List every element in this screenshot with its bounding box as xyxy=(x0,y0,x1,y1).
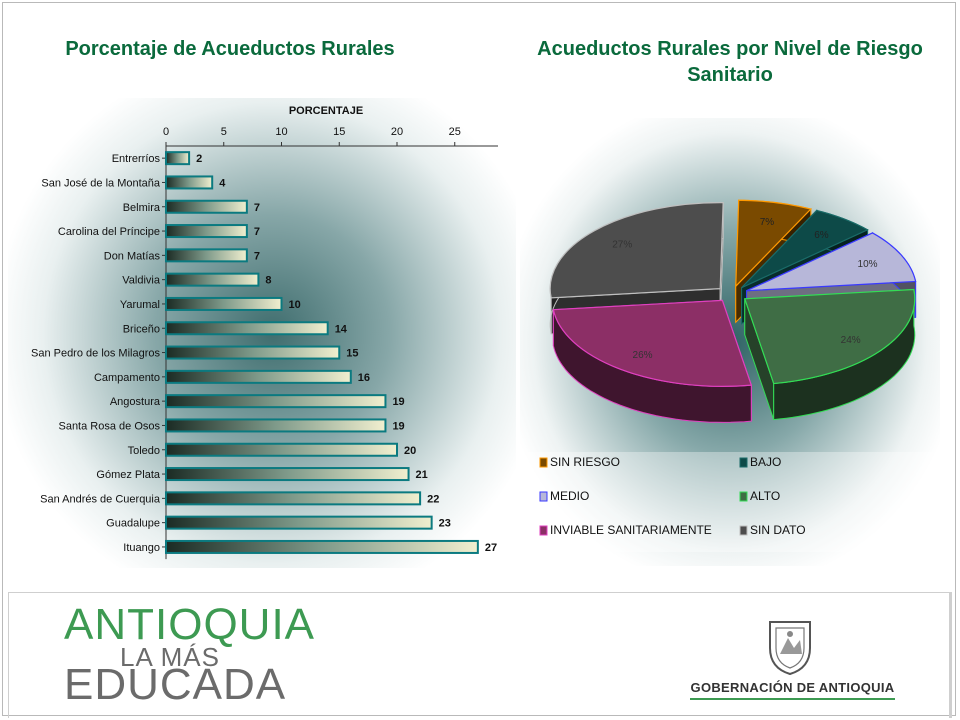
category-label: Valdivia xyxy=(122,275,161,287)
data-label: 23 xyxy=(439,518,451,530)
slice-label: 24% xyxy=(841,335,861,346)
bar xyxy=(165,296,283,311)
data-label: 20 xyxy=(404,445,416,457)
slice-label: 7% xyxy=(760,217,775,228)
x-tick-label: 5 xyxy=(221,126,227,138)
category-label: Campamento xyxy=(94,372,160,384)
bar xyxy=(165,224,248,239)
bar xyxy=(165,539,479,554)
category-label: Belmira xyxy=(123,202,161,214)
government-name: GOBERNACIÓN DE ANTIOQUIA xyxy=(690,680,895,695)
legend-item-label: SIN RIESGO xyxy=(550,455,620,469)
pie-chart: 7% 6% 10% 24% 26% 27% SIN RIESGO BAJO MEDIO ALTO… xyxy=(526,199,934,552)
bar xyxy=(165,345,341,360)
bar xyxy=(165,394,387,409)
bar xyxy=(165,175,214,190)
x-tick-label: 0 xyxy=(163,126,169,138)
data-label: 21 xyxy=(416,469,428,481)
pie-chart-panel: 7% 6% 10% 24% 26% 27% SIN RIESGO BAJO MEDIO ALTO… xyxy=(520,118,940,566)
data-label: 7 xyxy=(254,250,260,262)
legend-swatch xyxy=(739,525,748,536)
slice-top xyxy=(549,202,724,299)
data-label: 22 xyxy=(427,493,439,505)
bar-chart-panel: PORCENTAJE 0 5 10 15 20 25 Entrerríos 2 San José … xyxy=(8,98,516,568)
legend-item-label: MEDIO xyxy=(550,489,589,503)
category-label: Angostura xyxy=(110,396,161,408)
legend-box xyxy=(526,452,934,552)
legend-item-label: BAJO xyxy=(750,455,781,469)
x-tick-label: 25 xyxy=(449,126,461,138)
x-tick-label: 10 xyxy=(275,126,287,138)
x-tick-label: 15 xyxy=(333,126,345,138)
data-label: 19 xyxy=(392,396,404,408)
footer-frame xyxy=(8,592,952,718)
bar xyxy=(165,418,387,433)
bar-chart: PORCENTAJE 0 5 10 15 20 25 Entrerríos 2 San José … xyxy=(31,105,498,560)
data-label: 14 xyxy=(335,323,348,335)
coat-of-arms-icon xyxy=(769,621,811,676)
pie-slice xyxy=(552,299,753,423)
pie-slice xyxy=(743,288,916,421)
data-label: 16 xyxy=(358,372,370,384)
legend-item-label: ALTO xyxy=(750,489,780,503)
bar xyxy=(165,467,410,482)
category-label: Toledo xyxy=(128,445,160,457)
bar xyxy=(165,248,248,263)
legend-swatch xyxy=(539,491,548,502)
brand-line-3: EDUCADA xyxy=(64,660,287,709)
slice-top xyxy=(741,209,869,289)
category-label: Entrerríos xyxy=(112,153,161,165)
category-label: Santa Rosa de Osos xyxy=(58,420,160,432)
pie-chart-title: Acueductos Rurales por Nivel de Riesgo S… xyxy=(537,38,923,86)
legend-item-label: SIN DATO xyxy=(750,523,806,537)
category-label: Briceño xyxy=(123,323,160,335)
bar xyxy=(165,515,433,530)
legend-swatch xyxy=(739,491,748,502)
slice-label: 26% xyxy=(633,350,653,361)
slice-label: 27% xyxy=(612,239,632,250)
data-label: 7 xyxy=(254,226,260,238)
bar xyxy=(165,369,352,384)
government-underline xyxy=(690,698,895,700)
slice-top xyxy=(735,199,812,288)
x-tick-label: 20 xyxy=(391,126,403,138)
slice-top xyxy=(743,288,916,385)
data-label: 4 xyxy=(219,177,226,189)
data-label: 15 xyxy=(346,348,358,360)
bar xyxy=(165,442,398,457)
bar-chart-title: Porcentaje de Acueductos Rurales xyxy=(65,38,395,60)
category-label: San José de la Montaña xyxy=(41,177,161,189)
x-axis-label: PORCENTAJE xyxy=(289,105,363,117)
legend-swatch xyxy=(539,525,548,536)
category-label: San Pedro de los Milagros xyxy=(31,348,161,360)
bar xyxy=(165,151,191,166)
bar xyxy=(165,491,422,506)
category-label: Yarumal xyxy=(120,299,160,311)
legend-swatch xyxy=(739,457,748,468)
data-label: 7 xyxy=(254,202,260,214)
slice-top xyxy=(746,232,917,292)
brand-line-1: ANTIOQUIA xyxy=(64,600,316,649)
data-label: 19 xyxy=(392,420,404,432)
data-label: 10 xyxy=(289,299,301,311)
legend-swatch xyxy=(539,457,548,468)
data-label: 2 xyxy=(196,153,202,165)
data-label: 27 xyxy=(485,542,497,554)
legend-item-label: INVIABLE SANITARIAMENTE xyxy=(550,523,712,537)
bar xyxy=(165,321,329,336)
category-label: Guadalupe xyxy=(106,518,160,530)
category-label: Gómez Plata xyxy=(96,469,160,481)
bar xyxy=(165,199,248,214)
slice-label: 6% xyxy=(814,230,829,241)
category-label: San Andrés de Cuerquia xyxy=(40,493,161,505)
category-label: Don Matías xyxy=(104,250,161,262)
category-label: Carolina del Príncipe xyxy=(58,226,160,238)
brand-line-2: LA MÁS xyxy=(120,642,220,672)
category-label: Ituango xyxy=(123,542,160,554)
bar xyxy=(165,272,260,287)
data-label: 8 xyxy=(265,275,271,287)
slice-label: 10% xyxy=(858,259,878,270)
slice-top xyxy=(552,299,753,387)
